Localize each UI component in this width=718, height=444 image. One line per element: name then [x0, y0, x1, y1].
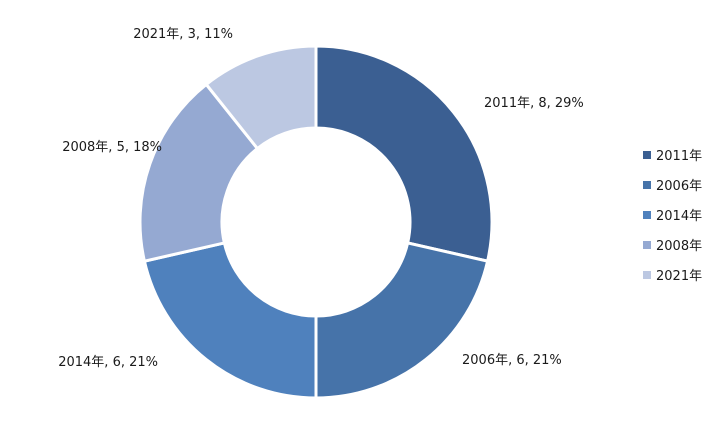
legend-swatch-1 — [643, 151, 651, 159]
slices-group — [138, 44, 494, 400]
data-label-2: 2006年, 6, 21% — [462, 353, 562, 368]
legend-label-2: 2006年 — [656, 179, 702, 194]
legend-swatch-2 — [643, 181, 651, 189]
legend-swatch-5 — [643, 271, 651, 279]
legend-label-5: 2021年 — [656, 269, 702, 284]
legend-swatch-3 — [643, 211, 651, 219]
legend: 2011年 2006年 2014年 2008年 2021年 — [643, 149, 702, 284]
donut-slice-1 — [314, 44, 494, 263]
legend-label-3: 2014年 — [656, 209, 702, 224]
data-labels-group: 2011年, 8, 29% 2006年, 6, 21% 2014年, 6, 21% 2… — [58, 27, 584, 370]
legend-label-1: 2011年 — [656, 149, 702, 164]
data-label-5: 2021年, 3, 11% — [133, 27, 233, 42]
data-label-1: 2011年, 8, 29% — [484, 96, 584, 111]
donut-slice-5 — [204, 44, 318, 151]
legend-label-4: 2008年 — [656, 239, 702, 254]
legend-swatch-4 — [643, 241, 651, 249]
data-label-4: 2008年, 5, 18% — [62, 140, 162, 155]
data-label-3: 2014年, 6, 21% — [58, 355, 158, 370]
donut-slice-3 — [142, 241, 318, 400]
donut-slice-2 — [314, 241, 490, 400]
